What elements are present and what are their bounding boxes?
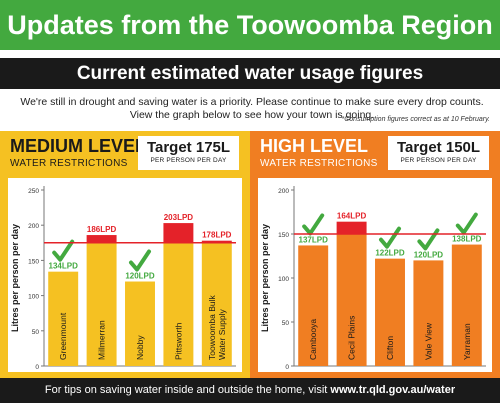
y-tick-label: 0 [35, 364, 39, 371]
bar-cambooya [298, 245, 329, 366]
y-tick-label: 100 [278, 276, 289, 283]
medium-target-box: Target 175L PER PERSON PER DAY [138, 136, 239, 170]
high-level-panel: HIGH LEVEL WATER RESTRICTIONS Target 150… [250, 131, 500, 378]
y-tick-label: 50 [32, 329, 40, 336]
bar-over-target [336, 221, 367, 234]
category-label: Millmerran [97, 320, 107, 360]
medium-level-panel: MEDIUM LEVEL WATER RESTRICTIONS Target 1… [0, 131, 250, 378]
category-label: Water Supply [217, 309, 227, 360]
bar-yarraman [451, 244, 482, 366]
medium-level-chart-svg: Litres per person per day 0 50 100 150 200 250… [10, 186, 236, 371]
checkmark-icon [379, 226, 401, 249]
category-label: Nobby [135, 335, 145, 360]
high-target-unit: PER PERSON PER DAY [400, 157, 477, 164]
intro-line-2: View the graph below to see how your tow… [129, 108, 375, 121]
medium-target-unit: PER PERSON PER DAY [150, 157, 227, 164]
category-label: Pittsworth [173, 322, 183, 360]
y-tick-label: 200 [28, 223, 39, 230]
bar-millmerran [86, 242, 117, 366]
checkmark-icon [129, 249, 151, 272]
checkmark-icon [455, 212, 478, 235]
bar-cecil-plains [336, 234, 367, 366]
page-subtitle: Current estimated water usage figures [0, 58, 500, 89]
bar-clifton [375, 258, 405, 366]
footer-link[interactable]: www.tr.qld.gov.au/water [330, 384, 456, 396]
bar-data-label: 122LPD [375, 249, 405, 258]
category-label: Vale View [423, 322, 433, 360]
y-tick-label: 200 [278, 188, 289, 195]
category-label: Greenmount [58, 312, 68, 360]
intro-text: We're still in drought and saving water … [10, 96, 494, 121]
bar-over-target [86, 235, 117, 243]
medium-target-value: Target 175L [146, 139, 231, 156]
y-tick-label: 0 [285, 364, 289, 371]
medium-level-chart: Litres per person per day 0 50 100 150 200 250… [8, 178, 242, 372]
y-axis-label: Litres per person per day [260, 224, 270, 332]
high-level-subtitle: WATER RESTRICTIONS [260, 158, 378, 169]
category-label: Cambooya [308, 319, 318, 360]
y-axis-label: Litres per person per day [10, 224, 20, 332]
y-tick-label: 150 [278, 232, 289, 239]
y-tick-label: 50 [282, 320, 290, 327]
intro-line-1: We're still in drought and saving water … [20, 96, 484, 108]
bar-data-label: 164LPD [337, 212, 367, 221]
bar-data-label: 138LPD [452, 235, 482, 244]
bar-data-label: 203LPD [164, 213, 194, 222]
checkmark-icon [52, 239, 75, 262]
category-label: Clifton [385, 336, 395, 360]
y-tick-label: 250 [28, 188, 39, 195]
medium-level-title: MEDIUM LEVEL [10, 136, 147, 156]
high-target-value: Target 150L [396, 139, 481, 156]
y-tick-label: 100 [28, 294, 39, 301]
category-label: Cecil Plains [347, 316, 357, 360]
bar-nobby [125, 281, 155, 366]
bar-over-target [201, 240, 232, 243]
footer-text: For tips on saving water inside and outs… [44, 384, 331, 396]
footer-bar: For tips on saving water inside and outs… [0, 378, 500, 403]
high-level-header: HIGH LEVEL WATER RESTRICTIONS Target 150… [250, 131, 500, 175]
bar-data-label: 178LPD [202, 231, 232, 240]
bar-data-label: 120LPD [414, 250, 444, 259]
bar-greenmount [48, 271, 79, 366]
bar-toowoomba-bulk-water-supply [201, 242, 232, 366]
y-tick-label: 150 [28, 258, 39, 265]
high-level-title: HIGH LEVEL [260, 136, 369, 156]
bar-pittsworth [163, 242, 194, 366]
medium-level-subtitle: WATER RESTRICTIONS [10, 158, 128, 169]
high-level-chart: Litres per person per day 0 50 100 150 200 137… [258, 178, 492, 372]
bar-over-target [163, 223, 194, 243]
medium-level-header: MEDIUM LEVEL WATER RESTRICTIONS Target 1… [0, 131, 250, 175]
high-level-chart-svg: Litres per person per day 0 50 100 150 200 137… [260, 186, 486, 371]
high-target-box: Target 150L PER PERSON PER DAY [388, 136, 489, 170]
category-label: Yarraman [462, 323, 472, 360]
bar-data-label: 120LPD [125, 272, 155, 281]
category-label: Toowoomba Bulk [207, 295, 217, 360]
checkmark-icon [417, 228, 440, 251]
bar-data-label: 137LPD [299, 235, 329, 244]
page-title: Updates from the Toowoomba Region [0, 0, 500, 50]
bar-data-label: 186LPD [87, 225, 117, 234]
consumption-footnote: *Consumption figures correct as at 10 Fe… [341, 116, 491, 123]
checkmark-icon [302, 213, 325, 236]
bar-data-label: 134LPD [49, 262, 79, 271]
bar-vale-view [413, 260, 444, 366]
